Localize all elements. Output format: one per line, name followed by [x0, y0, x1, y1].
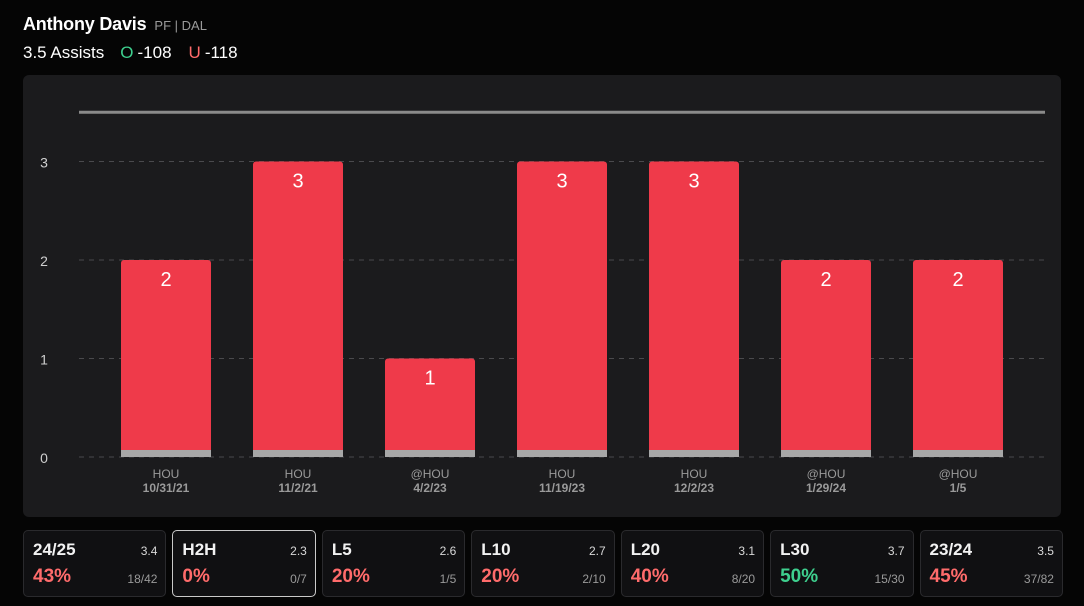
stat-card-l30[interactable]: L30 3.7 50% 15/30 — [770, 530, 914, 597]
under-letter: U — [188, 43, 201, 62]
y-tick-label: 0 — [40, 450, 48, 466]
stat-card-l20[interactable]: L20 3.1 40% 8/20 — [620, 530, 765, 597]
player-name: Anthony Davis — [23, 14, 147, 34]
stat-card-24-25[interactable]: 24/25 3.4 43% 18/42 — [23, 530, 167, 597]
stat-average: 3.4 — [140, 544, 158, 558]
bar[interactable] — [517, 161, 607, 458]
under-odds-button[interactable]: U -118 — [189, 43, 238, 63]
stat-label: 24/25 — [33, 540, 76, 559]
x-tick-date: 4/2/23 — [413, 481, 447, 495]
stat-hit-rate: 20% — [481, 566, 520, 587]
x-tick-opponent: @HOU — [939, 467, 978, 481]
stat-hit-rate: 40% — [630, 566, 669, 587]
stat-card-l5[interactable]: L5 2.6 20% 1/5 — [321, 530, 466, 597]
stat-card-h2h[interactable]: H2H 2.3 0% 0/7 — [172, 530, 316, 597]
bar-base — [253, 450, 343, 457]
bar-value-label: 1 — [424, 368, 435, 390]
player-position-team: PF | DAL — [154, 18, 207, 33]
stat-hit-ratio: 18/42 — [127, 572, 158, 586]
over-odds-value: -108 — [137, 43, 172, 62]
stat-hit-rate: 20% — [331, 566, 370, 587]
stat-average: 2.3 — [290, 544, 307, 558]
stat-label: H2H — [182, 540, 217, 559]
stat-hit-rate: 0% — [182, 566, 210, 587]
stat-hit-ratio: 1/5 — [439, 572, 457, 586]
stat-hit-ratio: 8/20 — [731, 572, 756, 586]
bar-value-label: 3 — [688, 171, 699, 193]
bar-value-label: 2 — [160, 269, 171, 291]
bar[interactable] — [253, 161, 343, 458]
under-odds-value: -118 — [204, 43, 238, 62]
x-tick-opponent: @HOU — [807, 467, 846, 481]
x-tick-opponent: HOU — [681, 467, 708, 481]
bar[interactable] — [649, 161, 739, 458]
y-tick-label: 2 — [40, 253, 48, 269]
stat-label: L10 — [481, 540, 511, 559]
bar[interactable] — [781, 260, 871, 457]
chart-panel: 0 1 2 3 2 HOU 10/31/21 3 HOU 11/2/21 1 @HOU 4/2/23 3 H… — [23, 75, 1061, 517]
stat-label: L30 — [780, 540, 810, 559]
stat-hit-rate: 43% — [33, 566, 72, 587]
x-tick-date: 11/2/21 — [278, 481, 318, 495]
stat-hit-ratio: 15/30 — [874, 572, 905, 586]
stat-label: L20 — [630, 540, 660, 559]
y-tick-label: 1 — [40, 352, 48, 368]
bar-base — [649, 450, 739, 457]
x-tick-opponent: @HOU — [411, 467, 450, 481]
bar[interactable] — [121, 260, 211, 457]
bar[interactable] — [385, 358, 475, 458]
x-tick-opponent: HOU — [153, 467, 180, 481]
bar-base — [913, 450, 1003, 457]
stat-hit-ratio: 0/7 — [290, 572, 307, 586]
bar-base — [121, 450, 211, 457]
stats-row: 24/25 3.4 43% 18/42 H2H 2.3 0% 0/7 L5 2.6 20% 1/5 L1… — [23, 530, 1063, 597]
stat-average: 2.7 — [589, 544, 606, 558]
bar-value-label: 2 — [820, 269, 831, 291]
bar-value-label: 2 — [952, 269, 963, 291]
stat-label: L5 — [331, 540, 352, 559]
stat-average: 3.1 — [738, 544, 756, 558]
x-tick-opponent: HOU — [549, 467, 576, 481]
bar-base — [385, 450, 475, 457]
bar-base — [517, 450, 607, 457]
over-odds-button[interactable]: O -108 — [120, 43, 171, 63]
x-tick-date: 11/19/23 — [539, 481, 585, 495]
x-tick-date: 1/29/24 — [806, 481, 846, 495]
x-tick-opponent: HOU — [285, 467, 312, 481]
stat-card-l10[interactable]: L10 2.7 20% 2/10 — [471, 530, 615, 597]
x-tick-date: 12/2/23 — [674, 481, 714, 495]
over-letter: O — [120, 43, 134, 62]
prop-label: 3.5 Assists — [23, 43, 105, 62]
bar-base — [781, 450, 871, 457]
x-tick-date: 10/31/21 — [143, 481, 190, 495]
game-log-bar-chart: 01232HOU10/31/213HOU11/2/211@HOU4/2/233H… — [40, 110, 1045, 495]
stat-hit-rate: 50% — [780, 566, 819, 587]
player-header: Anthony Davis PF | DAL 3.5 Assists O -10… — [23, 14, 255, 63]
stat-hit-rate: 45% — [929, 566, 968, 587]
stat-card-23-24[interactable]: 23/24 3.5 45% 37/82 — [919, 530, 1063, 597]
x-tick-date: 1/5 — [950, 481, 967, 495]
prop-line: 3.5 Assists O -108 U -118 — [23, 43, 255, 63]
y-tick-label: 3 — [40, 155, 48, 171]
stat-average: 3.5 — [1037, 544, 1054, 558]
bar-value-label: 3 — [292, 171, 303, 193]
stat-hit-ratio: 2/10 — [582, 572, 606, 586]
stat-average: 3.7 — [887, 544, 905, 558]
bar-value-label: 3 — [556, 171, 567, 193]
stat-label: 23/24 — [929, 540, 973, 559]
stat-average: 2.6 — [439, 544, 457, 558]
stat-hit-ratio: 37/82 — [1023, 572, 1054, 586]
bar[interactable] — [913, 260, 1003, 457]
